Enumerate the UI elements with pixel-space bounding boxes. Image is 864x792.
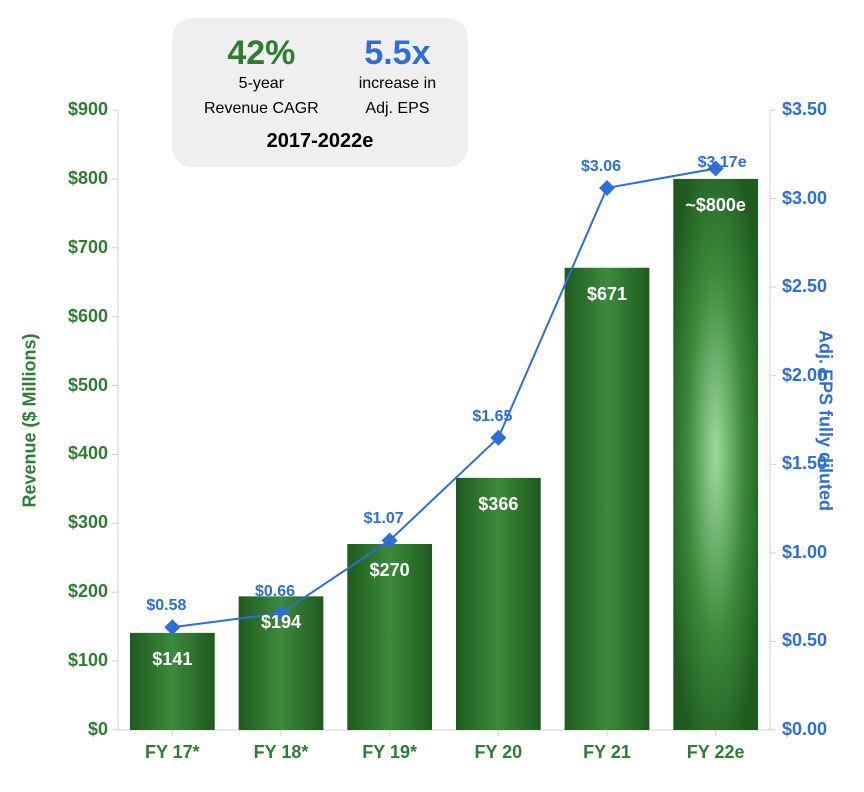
y-right-tick: $3.00 [782,188,842,209]
y-right-tick: $0.50 [782,630,842,651]
x-tick-label: FY 21 [562,742,652,763]
y-left-tick: $300 [48,512,108,533]
x-tick-label: FY 17* [127,742,217,763]
y-axis-right-label: Adj. EPS fully diluted [815,321,836,521]
callout-row: 42% 5-year Revenue CAGR 5.5x increase in… [204,36,436,120]
y-right-tick: $1.50 [782,453,842,474]
line-value-label: $3.17e [698,154,747,172]
callout-eps-value: 5.5x [364,36,430,70]
x-tick-label: FY 22e [671,742,761,763]
y-left-tick: $700 [48,237,108,258]
y-left-tick: $100 [48,650,108,671]
y-left-tick: $0 [48,719,108,740]
y-right-tick: $2.50 [782,276,842,297]
line-value-label: $0.58 [146,597,186,615]
line-value-label: $3.06 [581,158,621,176]
y-left-tick: $900 [48,99,108,120]
y-right-tick: $0.00 [782,719,842,740]
chart-container: 42% 5-year Revenue CAGR 5.5x increase in… [0,0,864,792]
callout-col-cagr: 42% 5-year Revenue CAGR [204,36,319,120]
y-left-tick: $400 [48,443,108,464]
y-right-tick: $1.00 [782,542,842,563]
y-right-tick: $2.00 [782,365,842,386]
bar-value-label: $141 [130,649,215,670]
line-value-label: $0.66 [255,583,295,601]
y-right-tick: $3.50 [782,99,842,120]
y-left-tick: $500 [48,375,108,396]
bar-value-label: $270 [347,560,432,581]
y-axis-left-label: Revenue ($ Millions) [20,321,41,521]
plot-area [118,110,770,730]
bar-value-label: $671 [565,284,650,305]
bar-value-label: $366 [456,494,541,515]
line-value-label: $1.07 [364,510,404,528]
x-tick-label: FY 18* [236,742,326,763]
bar-value-label: $194 [239,612,324,633]
line-value-label: $1.65 [472,408,512,426]
y-left-tick: $800 [48,168,108,189]
bar-value-label: ~$800e [673,195,758,216]
y-left-tick: $200 [48,581,108,602]
x-tick-label: FY 19* [345,742,435,763]
callout-cagr-sub1: 5-year [239,74,284,95]
callout-eps-sub1: increase in [359,74,436,95]
callout-cagr-value: 42% [227,36,295,70]
x-tick-label: FY 20 [453,742,543,763]
callout-col-eps: 5.5x increase in Adj. EPS [359,36,436,120]
y-left-tick: $600 [48,306,108,327]
